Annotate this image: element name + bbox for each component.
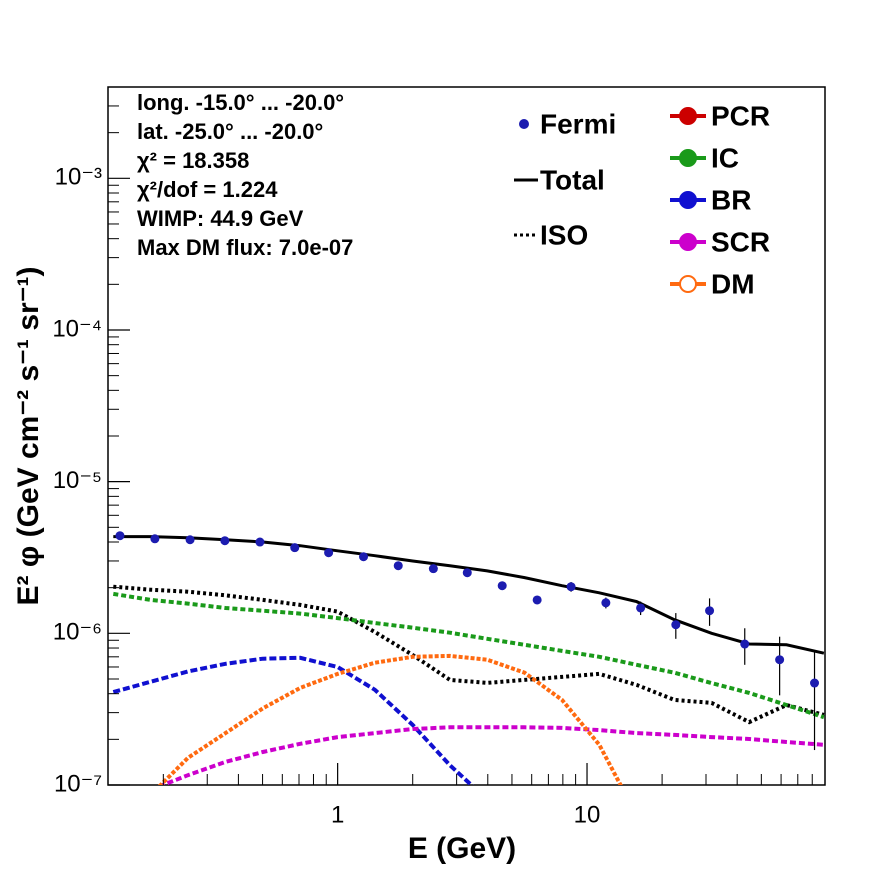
legend-label: SCR (711, 226, 770, 257)
plot-area (112, 531, 825, 785)
data-point (671, 620, 681, 630)
data-point (601, 598, 611, 608)
legend-marker (679, 149, 697, 167)
y-tick-label: 10⁻⁷ (54, 770, 102, 797)
annotation: Max DM flux: 7.0e-07 (137, 235, 353, 260)
x-axis-title: E (GeV) (408, 832, 516, 865)
legend-label: ISO (540, 219, 588, 250)
legend-label: DM (711, 268, 755, 299)
series-line (157, 725, 825, 785)
annotation: WIMP: 44.9 GeV (137, 206, 304, 231)
data-point (185, 535, 195, 545)
legend-label: BR (711, 184, 751, 215)
y-tick-label: 10⁻⁵ (53, 467, 102, 494)
legend-marker (519, 119, 529, 129)
annotation: long. -15.0° ... -20.0° (137, 90, 344, 115)
legend-marker (679, 191, 697, 209)
data-point (324, 548, 334, 558)
annotation: χ² = 18.358 (137, 148, 249, 173)
data-point (532, 595, 542, 605)
data-point (705, 606, 715, 616)
data-point (290, 543, 300, 553)
legend-label: IC (711, 142, 739, 173)
data-point (810, 678, 820, 688)
data-point (150, 534, 160, 544)
series-line (112, 655, 475, 785)
data-point (462, 568, 472, 578)
legend-marker (679, 233, 697, 251)
y-tick-label: 10⁻⁶ (53, 619, 102, 646)
y-axis-title: E² φ (GeV cm⁻² s⁻¹ sr⁻¹) (12, 266, 45, 605)
data-point (497, 581, 507, 591)
data-point (255, 537, 265, 547)
series-line (113, 535, 825, 655)
annotation: χ²/dof = 1.224 (137, 177, 278, 202)
y-tick-label: 10⁻³ (55, 164, 102, 191)
x-tick-label: 1 (331, 801, 344, 828)
data-point (393, 561, 403, 571)
data-point (220, 536, 230, 546)
data-point (740, 639, 750, 649)
data-point (115, 531, 125, 541)
legend-marker (679, 107, 697, 125)
legend-marker (679, 275, 697, 293)
data-point (359, 552, 369, 562)
data-point (636, 603, 646, 613)
legend-label: Total (540, 164, 605, 195)
x-tick-label: 10 (574, 801, 601, 828)
series-line (157, 653, 623, 785)
y-tick-label: 10⁻⁴ (52, 315, 102, 342)
data-point (775, 655, 785, 665)
data-point (566, 582, 576, 592)
data-point (428, 564, 438, 574)
legend-label: PCR (711, 100, 770, 131)
legend-label: Fermi (540, 108, 616, 139)
annotation: lat. -25.0° ... -20.0° (137, 119, 323, 144)
